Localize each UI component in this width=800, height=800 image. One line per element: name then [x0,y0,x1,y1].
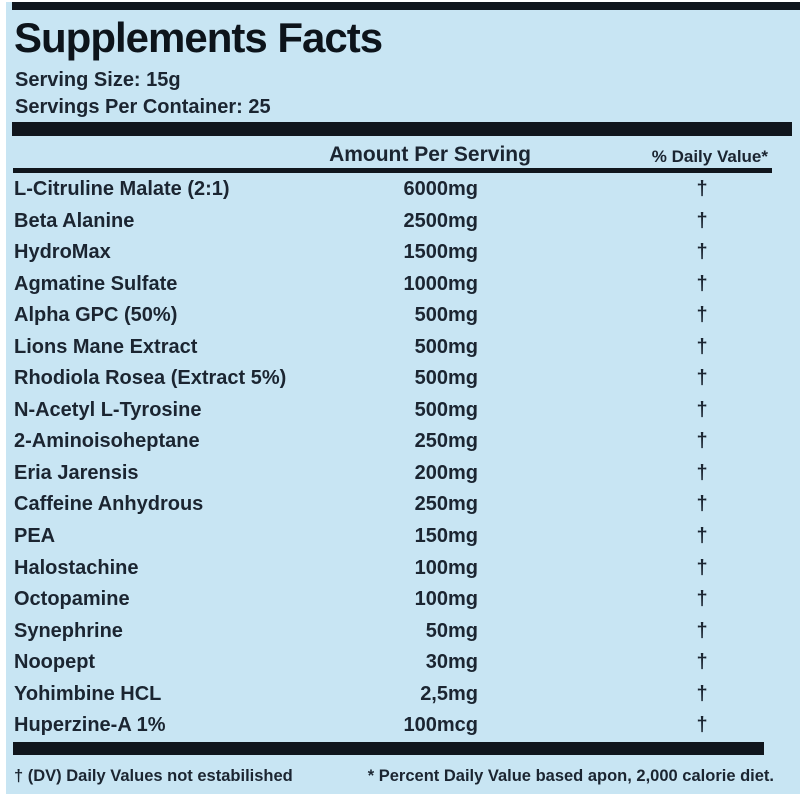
amount-value: 250mg [415,426,478,458]
footer-thick-divider-bar [13,742,764,755]
top-divider-bar [12,2,800,10]
daily-value-dagger: † [670,395,734,427]
serving-size-text: Serving Size: 15g [15,68,181,93]
daily-value-dagger: † [670,647,734,679]
ingredient-name: 2-Aminoisoheptane [14,426,200,458]
daily-value-dagger: † [670,237,734,269]
amount-value: 500mg [415,395,478,427]
ingredient-name: Synephrine [14,616,123,648]
ingredient-name: Rhodiola Rosea (Extract 5%) [14,363,286,395]
page-title: Supplements Facts [14,14,382,62]
table-row: Halostachine 100mg † [6,553,800,585]
column-header-underline [13,168,772,173]
ingredient-name: PEA [14,521,55,553]
header-thick-divider-bar [12,122,792,136]
ingredient-name: HydroMax [14,237,111,269]
daily-value-dagger: † [670,679,734,711]
amount-value: 6000mg [404,174,479,206]
ingredient-name: Octopamine [14,584,130,616]
ingredient-name: Lions Mane Extract [14,332,197,364]
table-row: Noopept 30mg † [6,647,800,679]
amount-value: 1000mg [404,269,479,301]
daily-value-dagger: † [670,584,734,616]
amount-value: 200mg [415,458,478,490]
table-row: Beta Alanine 2500mg † [6,206,800,238]
column-header-daily-value: % Daily Value* [652,145,768,169]
amount-value: 500mg [415,300,478,332]
ingredient-name: Alpha GPC (50%) [14,300,177,332]
amount-value: 500mg [415,332,478,364]
daily-value-dagger: † [670,553,734,585]
amount-value: 100mcg [404,710,479,742]
daily-value-dagger: † [670,458,734,490]
footnotes: † (DV) Daily Values not estabilished * P… [14,764,774,788]
daily-value-dagger: † [670,269,734,301]
amount-value: 100mg [415,584,478,616]
amount-value: 30mg [426,647,478,679]
amount-value: 50mg [426,616,478,648]
footnote-daily-values-not-established: † (DV) Daily Values not estabilished [14,764,293,788]
amount-value: 1500mg [404,237,479,269]
amount-value: 2500mg [404,206,479,238]
amount-value: 2,5mg [420,679,478,711]
column-header-amount-per-serving: Amount Per Serving [324,141,536,169]
daily-value-dagger: † [670,363,734,395]
ingredient-name: Beta Alanine [14,206,134,238]
daily-value-dagger: † [670,521,734,553]
table-row: Lions Mane Extract 500mg † [6,332,800,364]
amount-value: 500mg [415,363,478,395]
ingredient-name: Caffeine Anhydrous [14,489,203,521]
table-body: L-Citruline Malate (2:1)6000mg†Beta Alan… [6,174,800,742]
daily-value-dagger: † [670,489,734,521]
servings-per-container-text: Servings Per Container: 25 [15,95,271,120]
table-row: 2-Aminoisoheptane 250mg † [6,426,800,458]
table-row: Caffeine Anhydrous 250mg † [6,489,800,521]
daily-value-dagger: † [670,710,734,742]
ingredient-name: L-Citruline Malate (2:1) [14,174,230,206]
table-row: HydroMax 1500mg † [6,237,800,269]
table-row: Octopamine 100mg † [6,584,800,616]
table-row: Huperzine-A 1% 100mcg † [6,710,800,742]
ingredient-name: Halostachine [14,553,138,585]
daily-value-dagger: † [670,332,734,364]
ingredient-name: Yohimbine HCL [14,679,161,711]
table-row: Alpha GPC (50%) 500mg † [6,300,800,332]
table-row: L-Citruline Malate (2:1) 6000mg † [6,174,800,206]
table-row: N-Acetyl L-Tyrosine 500mg † [6,395,800,427]
ingredient-name: Huperzine-A 1% [14,710,166,742]
daily-value-dagger: † [670,174,734,206]
amount-value: 250mg [415,489,478,521]
table-row: Rhodiola Rosea (Extract 5%) 500mg † [6,363,800,395]
amount-value: 100mg [415,553,478,585]
daily-value-dagger: † [670,426,734,458]
table-row: Agmatine Sulfate 1000mg † [6,269,800,301]
table-row: Eria Jarensis 200mg † [6,458,800,490]
table-row: Synephrine 50mg † [6,616,800,648]
ingredient-name: Noopept [14,647,95,679]
amount-value: 150mg [415,521,478,553]
daily-value-dagger: † [670,206,734,238]
table-row: Yohimbine HCL 2,5mg † [6,679,800,711]
footnote-percent-daily-value: * Percent Daily Value based apon, 2,000 … [368,764,774,788]
daily-value-dagger: † [670,616,734,648]
ingredient-name: Agmatine Sulfate [14,269,177,301]
supplement-facts-label: Supplements Facts Serving Size: 15g Serv… [6,2,800,794]
table-row: PEA 150mg † [6,521,800,553]
daily-value-dagger: † [670,300,734,332]
ingredient-name: Eria Jarensis [14,458,139,490]
ingredient-name: N-Acetyl L-Tyrosine [14,395,201,427]
